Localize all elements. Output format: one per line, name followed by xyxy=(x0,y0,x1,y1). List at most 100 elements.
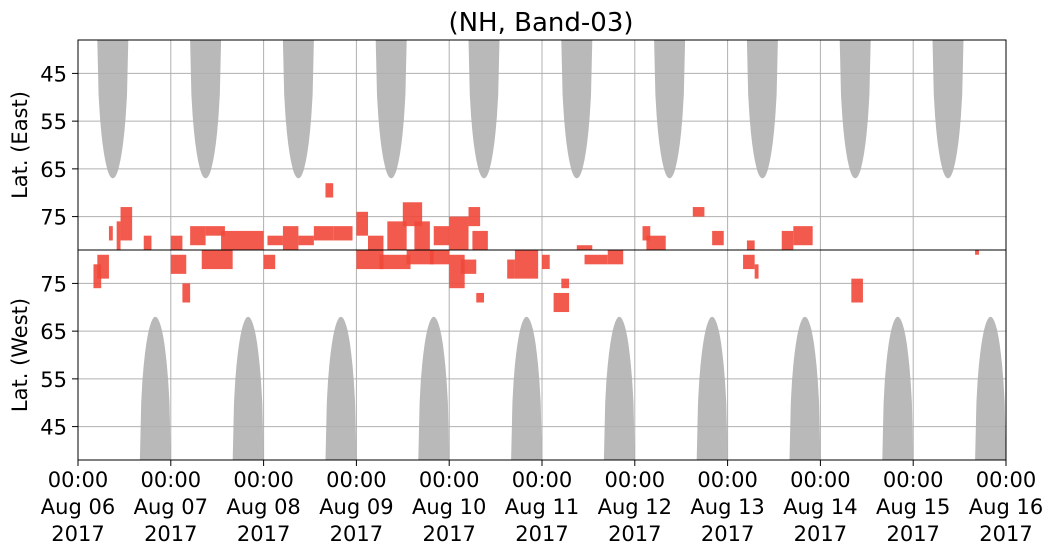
coverage-east-8 xyxy=(746,40,778,179)
xtick-label-7-year: 2017 xyxy=(608,522,661,546)
event-east-22 xyxy=(468,207,481,227)
event-west-19 xyxy=(584,254,608,265)
event-west-15 xyxy=(514,250,539,279)
event-west-21 xyxy=(743,254,755,270)
xtick-label-9-year: 2017 xyxy=(794,522,847,546)
coverage-west-7 xyxy=(696,316,728,460)
coverage-west-8 xyxy=(789,316,821,460)
event-west-17 xyxy=(553,292,570,313)
coverage-east-2 xyxy=(190,40,222,179)
event-east-25 xyxy=(642,226,651,241)
xtick-label-9-date: Aug 14 xyxy=(783,495,857,519)
ytick-label-east-45: 45 xyxy=(40,62,67,86)
coverage-west-10 xyxy=(975,316,1006,460)
ylabel-west: Lat. (West) xyxy=(8,298,32,412)
event-east-31 xyxy=(793,226,813,246)
xtick-label-11-date: Aug 16 xyxy=(969,495,1043,519)
coverage-east-10 xyxy=(932,40,964,179)
event-west-2 xyxy=(97,254,109,279)
coverage-east-4 xyxy=(375,40,407,179)
event-east-23 xyxy=(472,230,488,250)
event-east-18 xyxy=(402,202,423,227)
xtick-label-8-year: 2017 xyxy=(701,522,754,546)
event-west-6 xyxy=(263,254,276,270)
event-east-3 xyxy=(120,207,133,241)
xtick-label-5-date: Aug 10 xyxy=(412,495,486,519)
coverage-east-9 xyxy=(839,40,871,179)
event-east-13 xyxy=(325,183,334,198)
event-west-10 xyxy=(429,250,450,265)
coverage-east-3 xyxy=(282,40,314,179)
event-east-7 xyxy=(205,226,225,236)
xtick-label-1-date: Aug 06 xyxy=(41,495,115,519)
xtick-label-3-year: 2017 xyxy=(237,522,290,546)
coverage-west-5 xyxy=(511,316,542,460)
xtick-label-2-date: Aug 07 xyxy=(134,495,208,519)
event-east-4 xyxy=(143,235,152,250)
event-west-1 xyxy=(93,264,102,289)
event-east-12 xyxy=(313,226,334,241)
coverage-west-6 xyxy=(603,316,635,460)
coverage-layer xyxy=(97,40,1006,460)
ytick-label-east-75: 75 xyxy=(40,206,67,230)
event-east-26 xyxy=(646,235,666,250)
ytick-label-west-75: 75 xyxy=(40,272,67,296)
event-east-2 xyxy=(116,221,121,250)
xtick-label-1-year: 2017 xyxy=(51,522,104,546)
event-east-14 xyxy=(333,226,353,241)
event-east-15 xyxy=(356,211,368,236)
xtick-label-1-time: 00:00 xyxy=(48,468,109,492)
coverage-west-9 xyxy=(882,316,914,460)
xtick-label-8-date: Aug 13 xyxy=(690,495,764,519)
ytick-label-west-45: 45 xyxy=(40,416,67,440)
event-east-1 xyxy=(108,226,113,241)
xtick-label-2-time: 00:00 xyxy=(141,468,202,492)
event-east-30 xyxy=(781,230,794,250)
coverage-east-7 xyxy=(654,40,686,179)
xtick-label-7-date: Aug 12 xyxy=(598,495,672,519)
event-west-16 xyxy=(542,254,550,270)
ytick-label-west-55: 55 xyxy=(40,368,67,392)
xtick-label-5-year: 2017 xyxy=(422,522,475,546)
event-east-29 xyxy=(746,240,755,250)
xtick-label-10-date: Aug 15 xyxy=(876,495,950,519)
xtick-label-11-time: 00:00 xyxy=(976,468,1037,492)
event-east-21 xyxy=(449,216,469,250)
chart-title: (NH, Band-03) xyxy=(448,8,633,38)
event-west-7 xyxy=(356,250,384,270)
coverage-west-4 xyxy=(418,316,450,460)
event-west-4 xyxy=(182,283,191,303)
ytick-label-west-65: 65 xyxy=(40,320,67,344)
xtick-label-6-time: 00:00 xyxy=(512,468,573,492)
xtick-label-5-time: 00:00 xyxy=(419,468,480,492)
ylabel-east: Lat. (East) xyxy=(8,91,32,199)
coverage-west-1 xyxy=(139,316,171,460)
xtick-label-10-year: 2017 xyxy=(886,522,939,546)
event-west-18 xyxy=(561,278,570,289)
event-east-20 xyxy=(433,226,450,246)
events-layer xyxy=(93,183,979,313)
event-west-23 xyxy=(851,278,863,303)
xtick-label-10-time: 00:00 xyxy=(883,468,944,492)
xtick-label-9-time: 00:00 xyxy=(790,468,851,492)
xtick-label-3-date: Aug 08 xyxy=(226,495,300,519)
ytick-label-east-65: 65 xyxy=(40,158,67,182)
coverage-west-3 xyxy=(325,316,357,460)
xtick-label-11-year: 2017 xyxy=(979,522,1032,546)
event-east-17 xyxy=(387,221,407,250)
event-west-8 xyxy=(379,254,411,270)
event-east-8 xyxy=(221,230,264,250)
event-west-12 xyxy=(460,259,477,274)
event-west-9 xyxy=(406,250,434,265)
coverage-east-6 xyxy=(561,40,593,179)
coverage-west-2 xyxy=(232,316,264,460)
event-east-28 xyxy=(712,230,724,246)
event-east-5 xyxy=(170,235,183,250)
xtick-label-4-time: 00:00 xyxy=(326,468,387,492)
xtick-label-6-year: 2017 xyxy=(515,522,568,546)
event-east-11 xyxy=(298,235,314,246)
event-west-22 xyxy=(754,264,759,279)
event-west-5 xyxy=(201,250,233,270)
event-east-16 xyxy=(368,235,384,250)
